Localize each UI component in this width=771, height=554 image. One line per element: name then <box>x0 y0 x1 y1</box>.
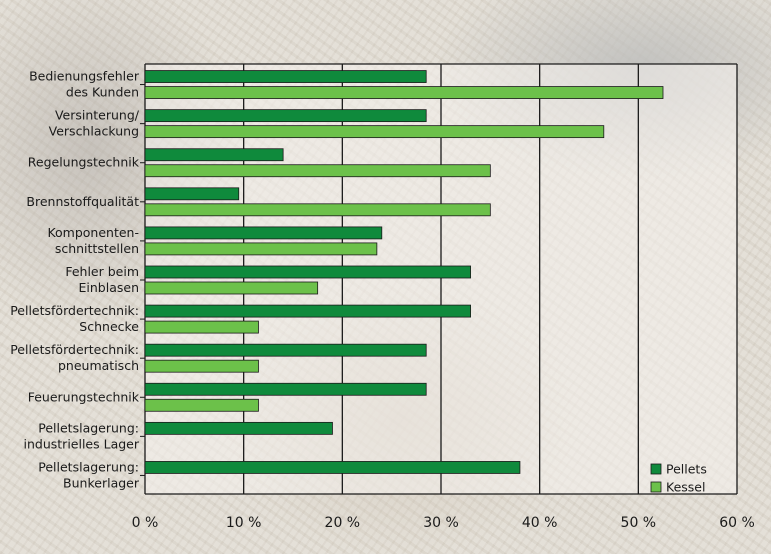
category-label: Bedienungsfehler <box>29 69 140 84</box>
bar-pellets-1 <box>144 70 427 83</box>
category-label: des Kunden <box>66 85 139 100</box>
x-tick-label: 20 % <box>325 515 361 531</box>
category-label: Schnecke <box>79 319 139 334</box>
category-label: Feuerungstechnik <box>28 389 140 404</box>
bar-pellets-8 <box>144 343 427 357</box>
category-label: Verschlackung <box>49 124 139 139</box>
category-label: Pelletslagerung: <box>38 459 139 474</box>
x-tick-label: 10 % <box>226 515 262 531</box>
bar-kessel-7 <box>144 320 259 334</box>
bar-kessel-2 <box>144 125 605 139</box>
category-label: Versinterung/ <box>55 108 140 123</box>
category-label: Pelletsfördertechnik: <box>10 303 139 318</box>
x-tick-label: 60 % <box>719 515 755 531</box>
bar-kessel-1 <box>144 86 664 99</box>
bar-kessel-4 <box>144 203 491 217</box>
category-label: Pelletslagerung: <box>38 420 139 435</box>
legend-label-pellets: Pellets <box>666 462 707 477</box>
legend-swatch-pellets <box>650 463 662 475</box>
category-label: industrielles Lager <box>24 436 140 451</box>
bar-pellets-10 <box>144 421 333 435</box>
category-label: Bunkerlager <box>63 475 140 490</box>
legend-label-kessel: Kessel <box>666 480 705 495</box>
x-tick-label: 30 % <box>423 515 459 531</box>
bar-pellets-11 <box>144 461 521 474</box>
category-label: Einblasen <box>79 280 140 295</box>
category-label: Komponenten- <box>47 225 139 240</box>
bar-kessel-3 <box>144 164 491 178</box>
bar-pellets-4 <box>144 187 240 201</box>
legend-swatch-kessel <box>650 481 662 493</box>
category-label: Brennstoffqualität <box>26 194 139 209</box>
category-label: Pelletsfördertechnik: <box>10 342 139 357</box>
x-tick-label: 40 % <box>522 515 558 531</box>
x-tick-label: 0 % <box>132 515 159 531</box>
bar-pellets-5 <box>144 226 383 240</box>
category-label: pneumatisch <box>58 358 139 373</box>
bar-pellets-3 <box>144 148 284 162</box>
bar-pellets-2 <box>144 109 427 123</box>
bar-pellets-7 <box>144 304 472 318</box>
bar-pellets-9 <box>144 382 427 396</box>
category-label: schnittstellen <box>55 241 139 256</box>
bar-kessel-6 <box>144 281 319 295</box>
bar-pellets-6 <box>144 265 472 279</box>
category-label: Regelungstechnik <box>28 155 140 170</box>
bar-kessel-8 <box>144 359 259 373</box>
category-label: Fehler beim <box>65 264 139 279</box>
bar-kessel-9 <box>144 398 259 412</box>
bar-kessel-5 <box>144 242 378 256</box>
x-tick-label: 50 % <box>621 515 657 531</box>
